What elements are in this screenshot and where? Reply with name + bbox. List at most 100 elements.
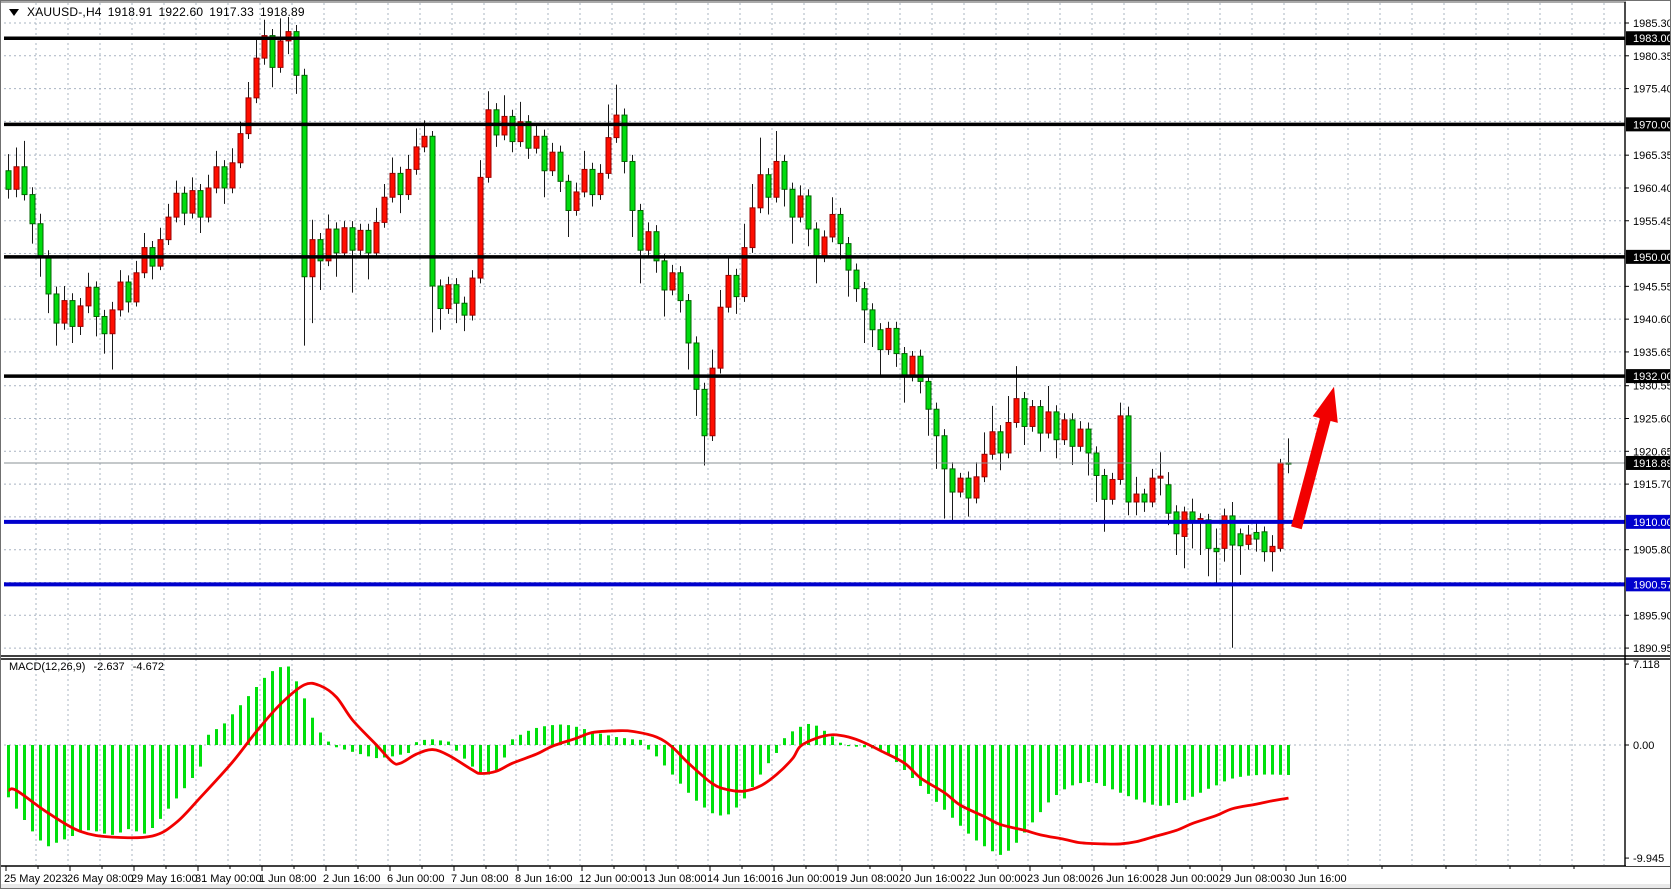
price-axis-label: 1955.45 bbox=[1633, 216, 1671, 228]
time-axis-label: 2 Jun 16:00 bbox=[323, 873, 381, 885]
time-axis-label: 20 Jun 16:00 bbox=[899, 873, 963, 885]
candle-bearish bbox=[621, 114, 628, 162]
candle-bearish bbox=[493, 109, 500, 136]
candle-bearish bbox=[869, 309, 876, 331]
candle-bullish bbox=[1245, 534, 1252, 545]
candle-bearish bbox=[941, 435, 948, 470]
candle-bearish bbox=[637, 209, 644, 251]
price-axis-label: 1915.70 bbox=[1633, 479, 1671, 491]
candle-bearish bbox=[197, 190, 204, 218]
candle-bearish bbox=[693, 342, 700, 390]
candle-bullish bbox=[1005, 421, 1012, 454]
price-axis-background bbox=[1626, 1, 1670, 866]
candle-bearish bbox=[1069, 419, 1076, 447]
candle-bullish bbox=[1149, 477, 1156, 503]
candle-bearish bbox=[301, 74, 308, 278]
macd-indicator-label: MACD(12,26,9) -2.637 -4.672 bbox=[9, 661, 169, 673]
price-line-pill-label: 1932.00 bbox=[1633, 371, 1671, 383]
candle-bullish bbox=[605, 137, 612, 174]
ohlc-low: 1917.33 bbox=[209, 5, 255, 19]
price-axis-label: 1945.55 bbox=[1633, 281, 1671, 293]
chart-menu-triangle-icon[interactable] bbox=[9, 8, 19, 16]
time-axis-label: 12 Jun 00:00 bbox=[579, 873, 643, 885]
window-bottom-strip bbox=[1, 884, 1670, 888]
candle-bullish bbox=[757, 174, 764, 209]
candle-bearish bbox=[333, 228, 340, 254]
candle-bullish bbox=[373, 221, 380, 254]
price-line-pill-black bbox=[1626, 369, 1670, 384]
candle-bearish bbox=[813, 228, 820, 258]
price-line-pill-blue bbox=[1626, 514, 1670, 529]
candle-bullish bbox=[1077, 428, 1084, 447]
candle-bearish bbox=[1253, 531, 1260, 540]
candle-bearish bbox=[1229, 515, 1236, 546]
candle-bearish bbox=[1165, 484, 1172, 514]
price-line-pill-black bbox=[1626, 249, 1670, 264]
time-axis-label: 14 Jun 16:00 bbox=[707, 873, 771, 885]
candle-bearish bbox=[1261, 531, 1268, 553]
candle-bearish bbox=[1213, 547, 1220, 553]
macd-name: MACD(12,26,9) bbox=[9, 661, 86, 673]
candle-bearish bbox=[1237, 533, 1244, 547]
candle-bearish bbox=[429, 135, 436, 287]
price-line-pill-black bbox=[1626, 455, 1670, 470]
time-axis-label: 13 Jun 08:00 bbox=[643, 873, 707, 885]
candle-bearish bbox=[805, 195, 812, 230]
candle-bearish bbox=[997, 431, 1004, 454]
price-axis-label: 1965.35 bbox=[1633, 150, 1671, 162]
candle-bullish bbox=[749, 207, 756, 249]
candle-bullish bbox=[133, 272, 140, 303]
candle-bullish bbox=[189, 190, 196, 214]
price-line-pill-label: 1918.89 bbox=[1633, 458, 1671, 470]
candle-bullish bbox=[885, 327, 892, 351]
time-axis-label: 28 Jun 00:00 bbox=[1155, 873, 1219, 885]
trend-arrow-head[interactable] bbox=[1312, 386, 1338, 423]
macd-axis-label: 7.118 bbox=[1633, 659, 1660, 671]
candle-bearish bbox=[397, 172, 404, 196]
candle-bearish bbox=[29, 194, 36, 225]
candle-bullish bbox=[13, 166, 20, 190]
candle-bearish bbox=[221, 166, 228, 189]
candle-bearish bbox=[525, 121, 532, 149]
candle-bearish bbox=[853, 269, 860, 290]
candle-bearish bbox=[837, 213, 844, 245]
candle-bullish bbox=[445, 284, 452, 310]
candle-bullish bbox=[821, 236, 828, 258]
macd-axis-label: 0.00 bbox=[1633, 740, 1654, 752]
candle-bearish bbox=[893, 327, 900, 355]
candle-bullish bbox=[85, 286, 92, 307]
ohlc-close: 1918.89 bbox=[260, 5, 305, 19]
candle-bullish bbox=[141, 247, 148, 274]
candle-bearish bbox=[5, 170, 12, 190]
candle-bullish bbox=[381, 196, 388, 223]
macd-main-value: -2.637 bbox=[93, 661, 125, 673]
time-axis-label: 26 May 08:00 bbox=[67, 873, 134, 885]
candle-bullish bbox=[981, 453, 988, 478]
candle-bearish bbox=[861, 288, 868, 311]
price-axis-label: 1980.35 bbox=[1633, 51, 1671, 63]
candle-bearish bbox=[965, 477, 972, 499]
candle-bullish bbox=[325, 228, 332, 262]
candle-bullish bbox=[1157, 475, 1164, 479]
time-axis-label: 22 Jun 00:00 bbox=[963, 873, 1027, 885]
candle-bullish bbox=[109, 309, 116, 335]
candle-bullish bbox=[1109, 478, 1116, 500]
candle-bearish bbox=[1085, 428, 1092, 454]
candle-bullish bbox=[413, 146, 420, 170]
time-axis-label: 6 Jun 00:00 bbox=[387, 873, 445, 885]
price-line-pill-label: 1983.00 bbox=[1633, 33, 1671, 45]
candle-bearish bbox=[933, 408, 940, 437]
trend-arrow-shaft[interactable] bbox=[1291, 412, 1333, 530]
candle-bullish bbox=[157, 239, 164, 267]
candle-bearish bbox=[437, 285, 444, 310]
candle-bearish bbox=[93, 286, 100, 317]
candle-bullish bbox=[261, 35, 268, 59]
price-axis-label: 1930.55 bbox=[1633, 381, 1671, 393]
candle-bearish bbox=[677, 272, 684, 302]
candle-bearish bbox=[1093, 452, 1100, 476]
candle-bullish bbox=[477, 176, 484, 279]
candle-bullish bbox=[645, 231, 652, 251]
price-axis-label: 1940.60 bbox=[1633, 314, 1671, 326]
price-line-pill-black bbox=[1626, 117, 1670, 132]
